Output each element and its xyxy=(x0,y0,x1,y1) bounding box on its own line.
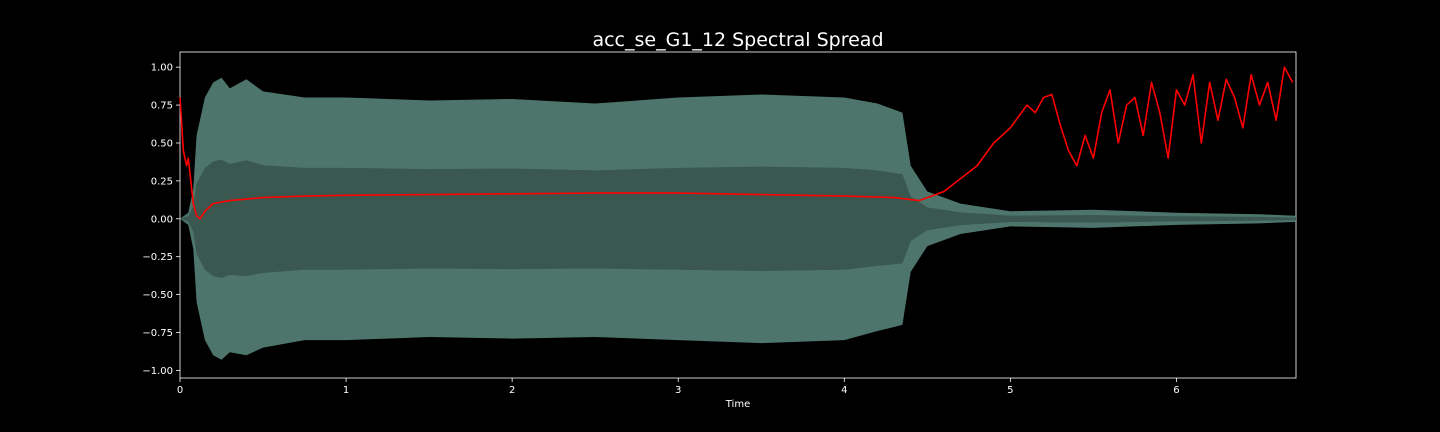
y-axis: 1.00 0.75 0.50 0.25 0.00 −0.25 −0.50 −0.75 −1.00 xyxy=(142,63,180,377)
y-tick-label: −0.75 xyxy=(142,328,173,339)
x-axis-label: Time xyxy=(725,399,750,410)
spectral-spread-line xyxy=(179,66,1294,220)
x-tick-label: 6 xyxy=(1173,385,1179,396)
waveform-core xyxy=(180,159,1296,279)
x-tick-label: 2 xyxy=(509,385,515,396)
x-axis: 0 1 2 3 4 5 6 xyxy=(177,378,1180,396)
chart-title: acc_se_G1_12 Spectral Spread xyxy=(592,29,883,51)
y-tick-label: −0.25 xyxy=(142,252,173,263)
x-tick-label: 5 xyxy=(1007,385,1013,396)
y-tick-label: 1.00 xyxy=(151,63,173,74)
y-tick-label: −1.00 xyxy=(142,366,173,377)
y-tick-label: −0.50 xyxy=(142,290,173,301)
y-tick-label: 0.75 xyxy=(151,101,173,112)
x-tick-label: 3 xyxy=(675,385,681,396)
x-tick-label: 1 xyxy=(343,385,349,396)
x-tick-label: 0 xyxy=(177,385,183,396)
y-tick-label: 0.00 xyxy=(151,214,173,225)
x-tick-label: 4 xyxy=(841,385,847,396)
y-tick-label: 0.50 xyxy=(151,138,173,149)
y-tick-label: 0.25 xyxy=(151,176,173,187)
plot-area xyxy=(179,51,1297,379)
